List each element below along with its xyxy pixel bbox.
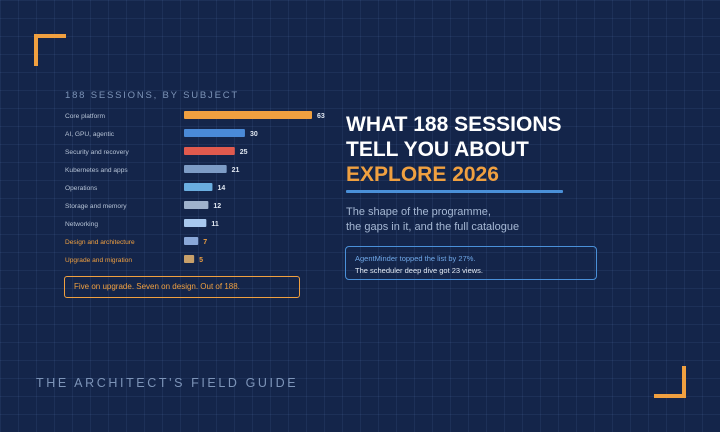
bar-value-label: 30 (250, 131, 258, 138)
callout-line-2: The scheduler deep dive got 23 views. (355, 266, 483, 275)
subtitle-line-1: The shape of the programme, (346, 206, 491, 218)
bar-value-label: 14 (217, 185, 225, 192)
bar (184, 111, 312, 119)
bar (184, 255, 195, 263)
bar-value-label: 12 (213, 203, 221, 210)
bar-value-label: 21 (232, 167, 240, 174)
headline-line-3: EXPLORE 2026 (346, 163, 499, 186)
headline: WHAT 188 SESSIONS TELL YOU ABOUT EXPLORE… (346, 112, 562, 187)
bar-category-label: Storage and memory (65, 203, 127, 210)
corner-bracket-top-left (34, 34, 66, 66)
callout-line-1: AgentMinder topped the list by 27%. (355, 254, 476, 263)
headline-divider (346, 190, 563, 193)
bar-value-label: 63 (317, 113, 325, 120)
bar-category-label: Kubernetes and apps (65, 167, 128, 174)
bar-category-label: Security and recovery (65, 149, 129, 156)
bar-value-label: 7 (203, 239, 207, 246)
bar-category-label: Networking (65, 221, 98, 228)
agentminder-callout: AgentMinder topped the list by 27%. The … (345, 246, 597, 280)
subtitle: The shape of the programme, the gaps in … (346, 205, 519, 235)
bar-category-label: Core platform (65, 113, 105, 120)
bar (184, 183, 213, 191)
bar-category-label: Operations (65, 185, 98, 192)
upgrade-design-callout: Five on upgrade. Seven on design. Out of… (64, 276, 300, 298)
bar-value-label: 25 (240, 149, 248, 156)
bar (184, 165, 227, 173)
corner-bracket-bottom-right (654, 366, 686, 398)
bar (184, 129, 245, 137)
bar (184, 237, 199, 245)
subtitle-line-2: the gaps in it, and the full catalogue (346, 221, 520, 233)
bar (184, 147, 235, 155)
bar-value-label: 5 (199, 257, 203, 264)
bar-category-label: AI, GPU, agentic (65, 131, 115, 138)
bar-value-label: 11 (211, 221, 219, 228)
bar-category-label: Upgrade and migration (65, 257, 132, 264)
bar-category-label: Design and architecture (65, 239, 135, 246)
headline-line-1: WHAT 188 SESSIONS (346, 113, 562, 136)
headline-line-2: TELL YOU ABOUT (346, 138, 529, 161)
footer-title: THE ARCHITECT'S FIELD GUIDE (36, 376, 299, 390)
bar (184, 219, 207, 227)
bar (184, 201, 209, 209)
chart-title: 188 SESSIONS, BY SUBJECT (65, 90, 239, 101)
